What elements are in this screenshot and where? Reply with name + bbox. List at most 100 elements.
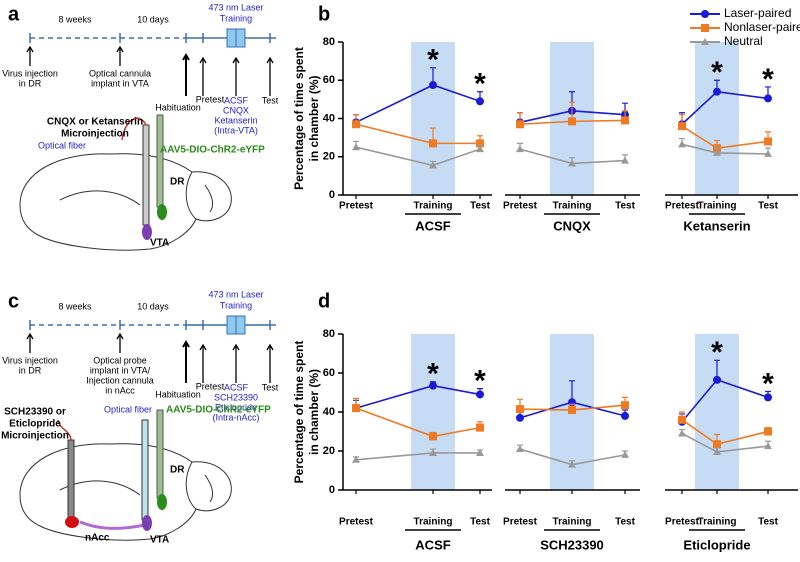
- legend-label: Neutral: [724, 34, 763, 48]
- marker: [429, 448, 437, 456]
- marker: [429, 161, 437, 169]
- marker: [476, 139, 484, 148]
- x-tick-label: Training: [698, 201, 737, 212]
- arrow-head: [182, 53, 190, 61]
- arrow-head: [26, 45, 34, 53]
- x-tick-label: Pretest: [339, 517, 374, 528]
- marker: [429, 81, 437, 90]
- significance: *: [427, 44, 439, 77]
- marker: [352, 143, 360, 151]
- event-label: Habituation: [155, 102, 201, 112]
- marker: [429, 139, 437, 148]
- arrow-head: [199, 343, 207, 351]
- group-label: Ketanserin: [683, 218, 750, 233]
- marker: [764, 442, 772, 450]
- brain-schematic: [19, 153, 232, 251]
- event-label: Test: [262, 95, 279, 105]
- event-label: (Intra-nAcc): [212, 412, 259, 422]
- panel-label: c: [8, 290, 19, 312]
- event-label: Test: [262, 382, 279, 392]
- marker: [621, 411, 629, 420]
- injection-label: SCH23390 or: [4, 407, 66, 418]
- marker: [713, 440, 721, 449]
- y-tick-label: 40: [323, 406, 335, 418]
- group-label: CNQX: [553, 218, 591, 233]
- legend-marker: [701, 24, 709, 32]
- y-axis-label: Percentage of time spent: [292, 47, 306, 190]
- marker: [476, 97, 484, 106]
- group-label: ACSF: [415, 537, 450, 552]
- marker: [568, 460, 576, 468]
- x-tick-label: Test: [470, 201, 490, 212]
- x-tick-label: Training: [414, 201, 453, 212]
- fiber-label: Optical fiber: [38, 140, 86, 150]
- marker: [352, 404, 360, 413]
- y-tick-label: 0: [329, 484, 335, 496]
- marker: [516, 405, 524, 414]
- marker: [621, 450, 629, 458]
- event-label: ACSF: [224, 95, 249, 105]
- legend-label: Nonlaser-paired: [724, 20, 800, 34]
- x-tick-label: Pretest: [665, 517, 700, 528]
- marker: [764, 94, 772, 103]
- marker: [678, 122, 686, 131]
- arrow-head: [232, 56, 240, 64]
- highlight-band: [411, 334, 455, 490]
- significance: *: [474, 68, 486, 101]
- event-label: ACSF: [224, 382, 249, 392]
- event-label: in nAcc: [105, 385, 135, 395]
- event-label: SCH23390: [214, 392, 258, 402]
- event-label: CNQX: [223, 105, 249, 115]
- event-label: Optical probe: [93, 355, 147, 365]
- marker: [476, 448, 484, 456]
- significance: *: [711, 56, 723, 89]
- significance: *: [711, 336, 723, 369]
- arrow-head: [116, 332, 124, 340]
- injection-label: CNQX or Ketanserin: [47, 117, 143, 128]
- brain-schematic: [19, 443, 232, 541]
- region-label: nAcc: [85, 533, 110, 544]
- event-label: implant in VTA/: [90, 365, 151, 375]
- x-tick-label: Test: [615, 517, 635, 528]
- x-tick-label: Pretest: [503, 201, 538, 212]
- marker: [429, 432, 437, 441]
- instruments: [57, 409, 167, 531]
- x-tick-label: Pretest: [665, 201, 700, 212]
- marker: [713, 447, 721, 455]
- injection-label: Microinjection: [1, 431, 69, 442]
- y-tick-label: 60: [323, 367, 335, 379]
- event-label: Virus injection: [2, 355, 58, 365]
- marker: [678, 140, 686, 148]
- x-tick-label: Training: [553, 517, 592, 528]
- marker: [764, 393, 772, 402]
- marker: [713, 375, 721, 384]
- injection-label: Microinjection: [61, 129, 129, 140]
- marker: [516, 445, 524, 453]
- laser-label: Training: [220, 13, 252, 23]
- arrow-head: [266, 343, 274, 351]
- marker: [516, 145, 524, 153]
- event-label: Ketanserin: [214, 115, 257, 125]
- arrow-head: [116, 45, 124, 53]
- marker: [516, 413, 524, 422]
- event-label: (Intra-VTA): [214, 125, 258, 135]
- event-label: Optical cannula: [89, 68, 151, 78]
- event-label: in DR: [19, 78, 42, 88]
- x-tick-label: Test: [758, 201, 778, 212]
- marker: [476, 390, 484, 399]
- event-label: implant in VTA: [91, 78, 149, 88]
- marker: [352, 455, 360, 463]
- laser-label: 473 nm Laser: [208, 2, 263, 12]
- marker: [429, 381, 437, 390]
- significance: *: [762, 63, 774, 96]
- x-tick-label: Training: [698, 517, 737, 528]
- event-label: Virus injection: [2, 68, 58, 78]
- marker: [476, 423, 484, 432]
- y-tick-label: 80: [323, 36, 335, 48]
- laser-label: 473 nm Laser: [208, 289, 263, 299]
- legend-label: Laser-paired: [724, 6, 791, 20]
- x-tick-label: Training: [553, 201, 592, 212]
- group-label: SCH23390: [540, 537, 604, 552]
- marker: [352, 120, 360, 129]
